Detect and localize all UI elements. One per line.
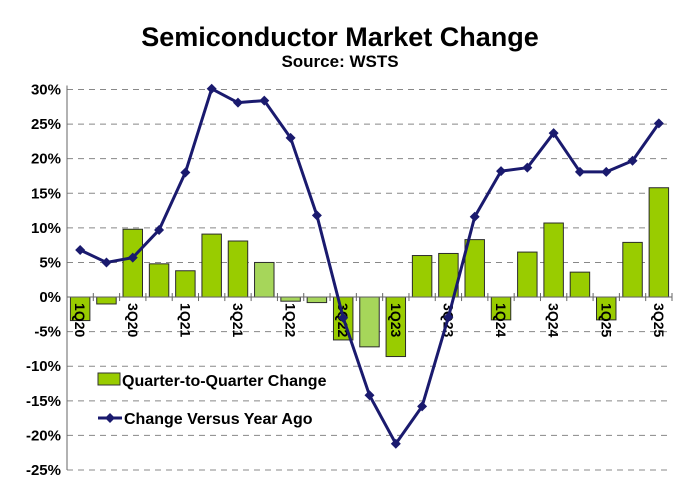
bar-4Q20 xyxy=(148,263,170,298)
point-1Q20 xyxy=(75,245,86,256)
x-tick-label: 1Q25 xyxy=(598,303,614,337)
x-tick-label: 1Q23 xyxy=(388,303,404,337)
chart-subtitle: Source: WSTS xyxy=(281,52,398,71)
point-2Q23 xyxy=(417,401,428,412)
bar-2Q24 xyxy=(517,251,538,298)
y-tick-label: 20% xyxy=(31,151,61,168)
y-tick-label: -10% xyxy=(26,358,61,375)
point-4Q21 xyxy=(259,95,270,106)
bar-4Q21 xyxy=(254,261,275,298)
point-2Q21 xyxy=(206,83,217,94)
x-tick-label: 3Q21 xyxy=(230,303,246,337)
bar-series xyxy=(69,187,670,358)
point-1Q24 xyxy=(496,166,507,177)
point-3Q25 xyxy=(653,118,664,129)
bar-4Q24 xyxy=(569,271,591,298)
legend-swatch-bar xyxy=(97,372,121,386)
point-2Q20 xyxy=(101,257,112,268)
bar-2Q21 xyxy=(201,233,222,298)
bar-1Q21 xyxy=(175,270,196,298)
y-axis-ticks: 30% 25% 20% 15% 10% 5% 0% -5% -10% -15% -20% -25% xyxy=(26,82,61,480)
point-1Q25 xyxy=(601,166,612,177)
legend-label-line: Change Versus Year Ago xyxy=(124,411,313,428)
point-2Q22 xyxy=(311,210,322,221)
bar-2Q20 xyxy=(96,296,117,305)
bar-2Q25 xyxy=(622,241,643,298)
y-tick-label: 25% xyxy=(31,116,61,133)
x-tick-label: 1Q21 xyxy=(177,303,193,337)
legend-label-bar: Quarter-to-Quarter Change xyxy=(122,373,327,390)
line-series xyxy=(75,83,664,449)
bar-2Q23 xyxy=(411,255,433,298)
point-1Q21 xyxy=(180,167,191,178)
legend: Quarter-to-Quarter Change Change Versus … xyxy=(97,372,327,428)
x-tick-label: 3Q24 xyxy=(546,303,562,337)
x-tick-label: 1Q22 xyxy=(283,303,299,337)
bar-3Q21 xyxy=(227,240,249,298)
point-2Q24 xyxy=(522,162,533,173)
y-tick-label: 5% xyxy=(39,254,61,271)
point-3Q23 xyxy=(443,312,454,323)
point-3Q22 xyxy=(338,312,349,323)
point-3Q20 xyxy=(127,252,138,263)
axes xyxy=(66,85,673,470)
x-tick-label: 1Q20 xyxy=(72,303,88,337)
y-tick-label: 10% xyxy=(31,220,61,237)
point-3Q24 xyxy=(548,128,559,139)
legend-marker-diamond xyxy=(105,413,115,423)
point-2Q25 xyxy=(627,155,638,166)
y-tick-label: -25% xyxy=(26,462,61,479)
chart-title: Semiconductor Market Change xyxy=(141,22,539,52)
point-3Q21 xyxy=(232,97,243,108)
bar-3Q24 xyxy=(543,222,564,298)
point-4Q23 xyxy=(469,211,480,222)
bar-1Q22 xyxy=(280,296,301,302)
y-tick-label: -20% xyxy=(26,427,61,444)
point-4Q22 xyxy=(364,390,375,401)
point-4Q20 xyxy=(154,224,165,235)
y-tick-label: 15% xyxy=(31,185,61,202)
bar-4Q22 xyxy=(359,296,380,348)
y-tick-label: -15% xyxy=(26,393,61,410)
bar-3Q20 xyxy=(122,228,143,298)
bar-3Q25 xyxy=(648,187,670,298)
x-tick-label: 3Q20 xyxy=(125,303,141,337)
x-tick-label: 1Q24 xyxy=(493,303,509,337)
point-4Q24 xyxy=(574,166,585,177)
x-tick-label: 3Q25 xyxy=(651,303,667,337)
y-tick-label: 30% xyxy=(31,82,61,99)
bar-2Q22 xyxy=(306,296,328,304)
y-tick-label: -5% xyxy=(34,324,61,341)
point-1Q22 xyxy=(285,132,296,143)
point-1Q23 xyxy=(390,438,401,449)
y-tick-label: 0% xyxy=(39,289,61,306)
